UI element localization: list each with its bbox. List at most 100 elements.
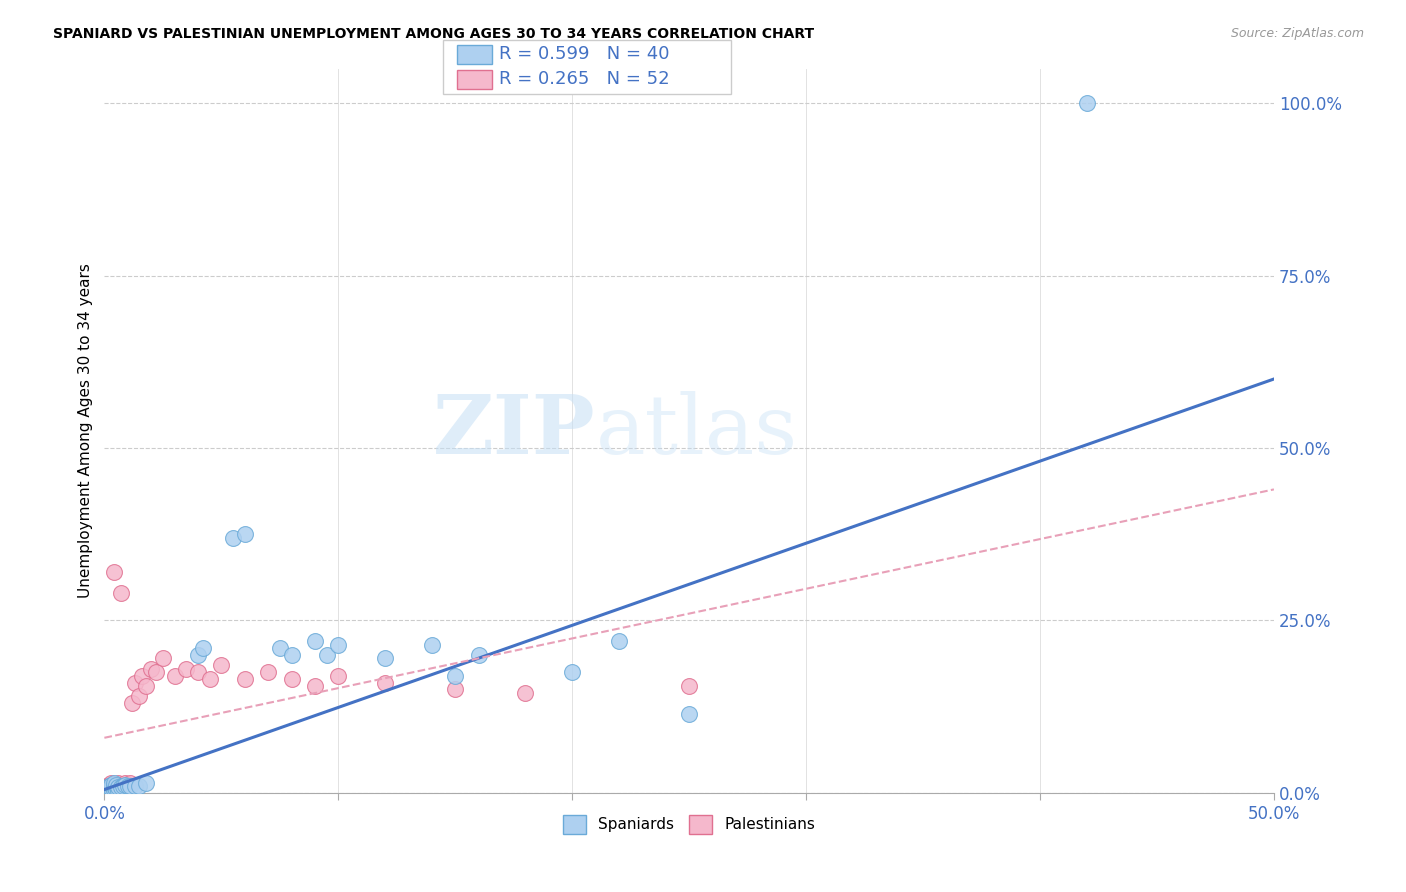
- Point: [107, 784, 129, 798]
- Text: SPANIARD VS PALESTINIAN UNEMPLOYMENT AMONG AGES 30 TO 34 YEARS CORRELATION CHART: SPANIARD VS PALESTINIAN UNEMPLOYMENT AMO…: [53, 27, 814, 41]
- Point: [131, 669, 153, 683]
- Point: [315, 648, 337, 662]
- Point: [105, 782, 128, 797]
- Point: [678, 679, 700, 693]
- Point: [100, 778, 122, 792]
- Point: [98, 779, 121, 793]
- Point: [374, 675, 396, 690]
- Point: [141, 662, 163, 676]
- Point: [304, 634, 326, 648]
- Point: [233, 527, 256, 541]
- Point: [304, 679, 326, 693]
- Point: [103, 779, 125, 793]
- Point: [110, 586, 132, 600]
- Point: [444, 669, 467, 683]
- Point: [120, 779, 142, 793]
- Point: [222, 531, 245, 545]
- Point: [112, 779, 135, 793]
- Point: [103, 782, 125, 797]
- Point: [128, 690, 150, 704]
- Point: [209, 658, 232, 673]
- Point: [187, 648, 209, 662]
- Point: [110, 780, 132, 795]
- Point: [100, 775, 122, 789]
- Point: [105, 782, 128, 797]
- Point: [98, 781, 121, 796]
- Point: [114, 779, 136, 793]
- Point: [103, 782, 125, 797]
- Point: [110, 779, 132, 793]
- Text: ZIP: ZIP: [433, 391, 596, 471]
- Y-axis label: Unemployment Among Ages 30 to 34 years: Unemployment Among Ages 30 to 34 years: [79, 263, 93, 599]
- Point: [103, 565, 125, 579]
- Point: [607, 634, 630, 648]
- Point: [187, 665, 209, 680]
- Point: [96, 782, 118, 797]
- Point: [515, 686, 537, 700]
- Point: [152, 651, 174, 665]
- Point: [233, 672, 256, 686]
- Point: [174, 662, 197, 676]
- Point: [280, 672, 302, 686]
- Point: [124, 779, 146, 793]
- Point: [105, 778, 128, 792]
- Point: [100, 783, 122, 797]
- Point: [112, 778, 135, 792]
- Text: R = 0.599   N = 40: R = 0.599 N = 40: [499, 45, 669, 63]
- Point: [96, 783, 118, 797]
- Point: [121, 696, 143, 710]
- Point: [328, 669, 350, 683]
- Point: [257, 665, 280, 680]
- Point: [328, 638, 350, 652]
- Point: [100, 779, 122, 793]
- Point: [128, 779, 150, 793]
- Point: [107, 775, 129, 789]
- Point: [135, 679, 157, 693]
- Point: [103, 775, 125, 789]
- Point: [98, 781, 121, 796]
- Point: [107, 779, 129, 793]
- Point: [100, 781, 122, 796]
- Point: [467, 648, 489, 662]
- Point: [112, 780, 135, 795]
- Point: [420, 638, 443, 652]
- Point: [98, 780, 121, 795]
- Point: [103, 780, 125, 795]
- Point: [561, 665, 583, 680]
- Point: [103, 778, 125, 792]
- Point: [96, 779, 118, 793]
- Point: [114, 778, 136, 792]
- Point: [98, 784, 121, 798]
- Point: [135, 775, 157, 789]
- Point: [107, 780, 129, 795]
- Point: [117, 779, 139, 793]
- Point: [191, 641, 214, 656]
- Point: [280, 648, 302, 662]
- Point: [117, 778, 139, 792]
- Point: [105, 778, 128, 792]
- Point: [198, 672, 221, 686]
- Point: [96, 784, 118, 798]
- Point: [105, 780, 128, 795]
- Point: [98, 778, 121, 792]
- Point: [444, 682, 467, 697]
- Point: [145, 665, 167, 680]
- Point: [107, 781, 129, 796]
- Point: [100, 781, 122, 796]
- Point: [96, 780, 118, 795]
- Text: Source: ZipAtlas.com: Source: ZipAtlas.com: [1230, 27, 1364, 40]
- Point: [1076, 95, 1098, 110]
- Point: [120, 775, 142, 789]
- Legend: Spaniards, Palestinians: Spaniards, Palestinians: [557, 809, 821, 839]
- Text: atlas: atlas: [596, 391, 797, 471]
- Point: [98, 784, 121, 798]
- Point: [374, 651, 396, 665]
- Point: [269, 641, 291, 656]
- Point: [114, 775, 136, 789]
- Point: [678, 706, 700, 721]
- Point: [100, 783, 122, 797]
- Text: R = 0.265   N = 52: R = 0.265 N = 52: [499, 70, 669, 88]
- Point: [124, 675, 146, 690]
- Point: [110, 781, 132, 796]
- Point: [163, 669, 186, 683]
